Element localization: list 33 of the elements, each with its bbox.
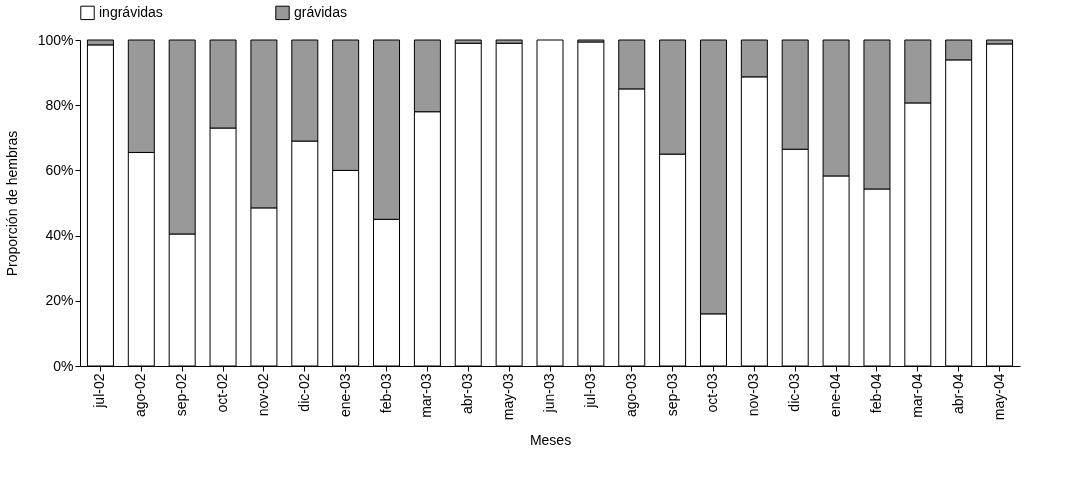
x-tick-label: may-04 xyxy=(990,373,1007,421)
x-tick-label: ago-03 xyxy=(622,373,639,418)
x-tick-label: may-03 xyxy=(500,373,517,421)
x-tick-label: sep-02 xyxy=(173,373,190,417)
y-tick-label: 20% xyxy=(45,292,74,309)
y-tick-label: 0% xyxy=(53,357,74,374)
x-tick-label: ene-04 xyxy=(827,373,844,418)
x-tick-label: feb-04 xyxy=(867,373,884,414)
x-tick-label: dic-02 xyxy=(295,373,312,412)
x-tick-label: abr-04 xyxy=(949,373,966,414)
x-axis-title: Meses xyxy=(529,432,572,449)
y-tick-label: 40% xyxy=(45,227,74,244)
x-tick-label: jul-02 xyxy=(91,373,108,409)
x-tick-label: mar-04 xyxy=(908,373,925,418)
x-tick-label: mar-03 xyxy=(418,373,435,418)
x-tick-label: nov-03 xyxy=(745,373,762,417)
x-tick-label: feb-03 xyxy=(377,373,394,414)
x-tick-label: jul-03 xyxy=(581,373,598,409)
y-tick-label: 100% xyxy=(37,31,74,48)
x-tick-label: sep-03 xyxy=(663,373,680,417)
y-axis-title: Proporción de hembras xyxy=(3,130,20,277)
x-tick-label: oct-02 xyxy=(214,373,231,413)
x-tick-label: dic-03 xyxy=(786,373,803,412)
legend-label: ingrávidas xyxy=(99,3,163,20)
x-tick-label: ene-03 xyxy=(336,373,353,418)
y-tick-label: 80% xyxy=(45,96,74,113)
x-tick-label: nov-02 xyxy=(254,373,271,417)
x-tick-label: oct-03 xyxy=(704,373,721,413)
x-tick-label: abr-03 xyxy=(459,373,476,414)
y-tick-label: 60% xyxy=(45,161,74,178)
x-tick-label: ago-02 xyxy=(132,373,149,418)
x-tick-label: jun-03 xyxy=(541,373,557,414)
legend-label: grávidas xyxy=(294,3,347,20)
